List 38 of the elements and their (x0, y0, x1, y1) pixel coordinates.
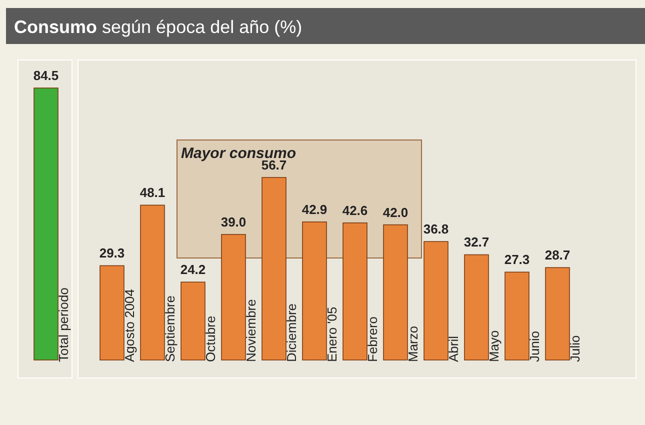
data-label: 29.3 (99, 246, 125, 261)
data-label: 39.0 (220, 214, 246, 230)
chart-title: Consumo según época del año (%) (14, 17, 302, 37)
bar (262, 177, 286, 360)
bar (504, 272, 530, 360)
bar (424, 241, 448, 360)
x-tick-label: Abril (446, 336, 461, 362)
x-tick-label: Total periodo (56, 288, 71, 362)
x-tick-label: Junio (527, 330, 542, 362)
bar (180, 282, 206, 360)
bar (140, 204, 165, 360)
data-label: 24.2 (180, 262, 206, 278)
x-tick-label: Febrero (365, 316, 380, 362)
x-tick-label: Enero '05 (324, 306, 340, 362)
bar (464, 254, 489, 360)
x-tick-label: Mayo (486, 330, 502, 362)
data-label: 84.5 (33, 68, 59, 83)
data-label: 42.0 (382, 204, 408, 220)
x-tick-label: Agosto 2004 (122, 288, 137, 362)
data-label: 48.1 (140, 185, 166, 200)
data-label: 27.3 (504, 252, 530, 268)
data-label: 32.7 (464, 234, 490, 250)
data-label: 28.7 (544, 248, 570, 263)
bar (100, 265, 124, 360)
bar (383, 224, 408, 360)
bar (221, 234, 246, 360)
x-tick-label: Septiembre (162, 296, 178, 362)
x-tick-label: Diciembre (284, 303, 299, 362)
bar (342, 222, 368, 360)
x-tick-label: Julio (568, 335, 582, 362)
x-tick-label: Noviembre (244, 299, 258, 362)
data-label: 36.8 (423, 222, 449, 237)
data-label: 42.6 (342, 202, 368, 218)
data-label: 42.9 (302, 202, 328, 217)
x-tick-label: Marzo (406, 326, 420, 362)
x-tick-label: Octubre (203, 316, 218, 362)
bar (302, 222, 327, 360)
bar (545, 267, 570, 360)
